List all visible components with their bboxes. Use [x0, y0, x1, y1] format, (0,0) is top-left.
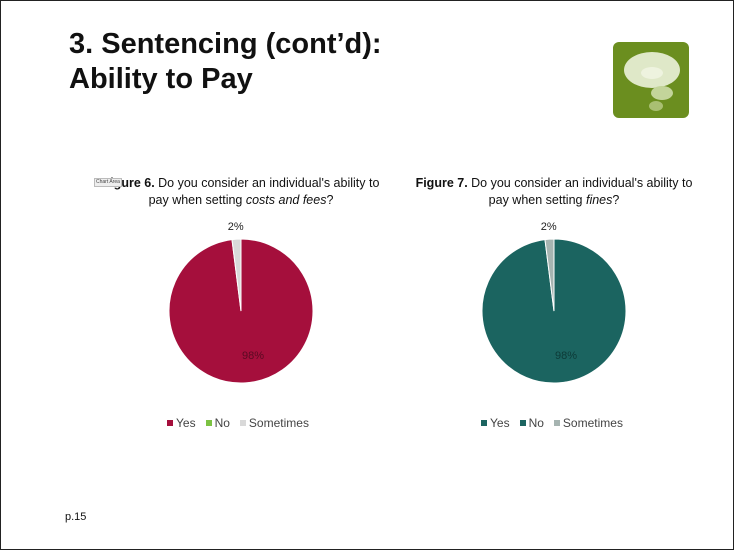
- legend-swatch-sometimes: [239, 420, 246, 426]
- legend-label-no: No: [214, 416, 230, 430]
- title-line-2: Ability to Pay: [69, 63, 253, 95]
- legend-swatch-yes: [167, 420, 173, 426]
- legend-swatch-no: [205, 420, 212, 426]
- legend-item-sometimes: Sometimes: [553, 416, 623, 430]
- legend-item-yes: Yes: [167, 416, 196, 430]
- chart-area-tag: Chart Area: [94, 178, 122, 187]
- legend-swatch-no: [519, 420, 526, 426]
- figure-6-title: Figure 6. Do you consider an individual'…: [91, 175, 391, 209]
- speech-bubble-logo-graphic: [624, 52, 680, 111]
- legend-item-yes: Yes: [481, 416, 510, 430]
- legend-label-sometimes: Sometimes: [562, 416, 623, 430]
- data-label-sometimes: 2%: [228, 221, 244, 233]
- figure-7-legend: Yes No Sometimes: [481, 416, 623, 430]
- figure-7-title: Figure 7. Do you consider an individual'…: [406, 175, 702, 209]
- legend-swatch-yes: [481, 420, 487, 426]
- speech-bubble-logo-icon: [613, 42, 689, 118]
- figure-6-question: Do you consider an individual's ability …: [148, 176, 380, 207]
- legend-item-sometimes: Sometimes: [239, 416, 309, 430]
- figure-7-label: Figure 7.: [415, 176, 468, 190]
- title-line-1: 3. Sentencing (cont’d):: [69, 28, 382, 60]
- data-label-yes: 98%: [555, 350, 577, 362]
- slide-title: 3. Sentencing (cont’d): Ability to Pay: [69, 27, 382, 97]
- figure-7-pie-chart: 98% 2%: [481, 221, 627, 384]
- page-number: p.15: [65, 511, 87, 523]
- legend-item-no: No: [519, 416, 544, 430]
- figure-6-question-emphasis: costs and fees: [245, 193, 327, 207]
- legend-label-no: No: [528, 416, 544, 430]
- pie-slice-sometimes: [231, 238, 242, 312]
- figure-7-question-emphasis: fines: [585, 193, 613, 207]
- figure-6-legend: Yes No Sometimes: [167, 416, 309, 430]
- legend-label-sometimes: Sometimes: [248, 416, 309, 430]
- legend-swatch-sometimes: [553, 420, 560, 426]
- figure-6-question-end: ?: [326, 193, 334, 207]
- figure-7-question: Do you consider an individual's ability …: [467, 176, 693, 207]
- pie-slice-sometimes: [544, 238, 555, 312]
- legend-label-yes: Yes: [490, 416, 510, 430]
- legend-label-yes: Yes: [176, 416, 196, 430]
- legend-item-no: No: [205, 416, 230, 430]
- data-label-sometimes: 2%: [541, 221, 557, 233]
- figure-7-question-end: ?: [612, 193, 620, 207]
- figure-6-pie-chart: 98% 2%: [168, 221, 314, 384]
- data-label-yes: 98%: [242, 350, 264, 362]
